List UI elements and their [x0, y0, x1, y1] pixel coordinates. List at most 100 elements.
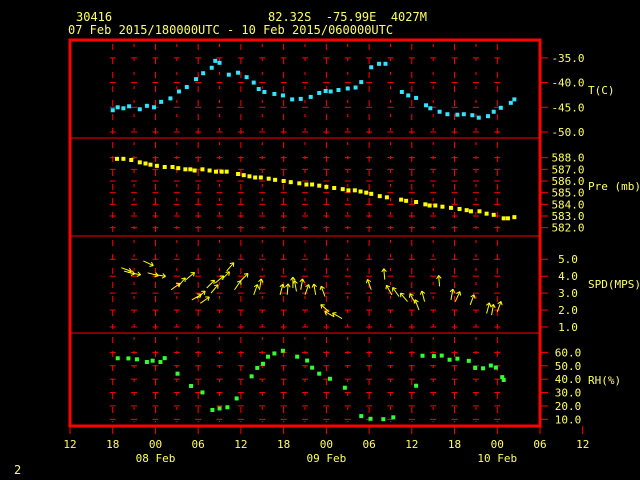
wind-arrow	[177, 277, 186, 287]
pressure-point	[115, 156, 119, 161]
temperature-point	[110, 108, 115, 113]
humidity-point	[420, 353, 425, 358]
humidity-point	[501, 377, 506, 382]
pressure-point	[297, 181, 302, 186]
pressure-point	[448, 205, 453, 210]
humidity-point	[493, 365, 498, 370]
temperature-point	[353, 85, 358, 90]
humidity-point	[359, 414, 364, 419]
pressure-point	[236, 172, 241, 176]
temperature-point	[336, 88, 341, 92]
pressure-point	[399, 197, 404, 202]
wind-arrow	[143, 260, 154, 267]
pressure-point	[176, 166, 181, 171]
wind-arrow	[490, 303, 496, 316]
temperature-point	[213, 58, 218, 63]
humidity-point	[447, 357, 452, 362]
humidity-point	[158, 360, 163, 365]
pressure-point	[501, 216, 506, 221]
panel-label-humidity: RH(%)	[588, 374, 621, 387]
temperature-point	[256, 87, 261, 92]
temperature-point	[217, 60, 222, 65]
pressure-point	[154, 163, 159, 168]
xtick-label: 18	[277, 438, 290, 451]
wind-arrow	[392, 287, 400, 297]
xtick-label: 00	[491, 438, 504, 451]
temperature-point	[323, 88, 328, 93]
grid-humidity	[109, 337, 501, 422]
ytick-label-humidity: 40.0	[555, 373, 582, 386]
humidity-point	[144, 360, 149, 365]
humidity-point	[255, 365, 260, 370]
wind-arrow	[496, 301, 503, 312]
ytick-label-wind: 3.0	[558, 287, 578, 300]
humidity-point	[368, 416, 373, 421]
station-location: 82.32S -75.99E 4027M	[268, 10, 427, 24]
wind-arrow	[185, 272, 195, 280]
xtick-label: 12	[576, 438, 589, 451]
pressure-point	[288, 180, 293, 185]
pressure-point	[137, 160, 142, 165]
humidity-point	[249, 374, 254, 379]
time-period: 07 Feb 2015/180000UTC - 10 Feb 2015/0600…	[68, 23, 394, 37]
xtick-label: 06	[192, 438, 205, 451]
temperature-point	[152, 105, 157, 110]
pressure-point	[340, 187, 345, 192]
humidity-point	[150, 358, 155, 363]
pressure-point	[213, 169, 218, 174]
humidity-point	[455, 356, 460, 361]
pressure-point	[258, 175, 263, 180]
pressure-point	[241, 173, 246, 178]
ytick-label-pressure: 585.0	[551, 187, 584, 200]
pressure-point	[332, 186, 337, 190]
humidity-point	[162, 356, 167, 361]
wind-arrow	[413, 299, 420, 311]
pressure-point	[121, 156, 126, 161]
temperature-point	[428, 106, 433, 111]
temperature-point	[486, 114, 491, 119]
xtick-label: 00	[320, 438, 333, 451]
temperature-point	[262, 89, 267, 94]
temperature-point	[194, 77, 199, 82]
page-number: 2	[14, 463, 22, 477]
xtick-label: 06	[533, 438, 546, 451]
ytick-label-pressure: 587.0	[551, 163, 584, 176]
ytick-label-wind: 5.0	[558, 253, 578, 266]
wind-arrow	[311, 283, 317, 295]
date-label: 10 Feb	[477, 452, 517, 465]
humidity-point	[342, 385, 347, 390]
xtick-label: 18	[448, 438, 461, 451]
humidity-point	[225, 405, 230, 410]
pressure-point	[266, 176, 271, 181]
pressure-point	[143, 161, 148, 166]
humidity-point	[488, 363, 493, 368]
temperature-point	[508, 100, 513, 105]
pressure-point	[310, 182, 315, 187]
temperature-point	[369, 65, 374, 70]
pressure-point	[188, 167, 193, 172]
pressure-point	[200, 167, 205, 172]
wind-arrow	[454, 291, 462, 302]
pressure-point	[224, 169, 229, 174]
wind-arrow	[385, 284, 393, 296]
pressure-point	[414, 200, 419, 204]
wind-arrow	[279, 283, 285, 295]
wind-arrow	[253, 284, 260, 295]
pressure-point	[404, 198, 409, 203]
pressure-point	[346, 188, 351, 193]
humidity-point	[414, 383, 419, 388]
pressure-point	[207, 168, 212, 173]
humidity-point	[280, 348, 285, 353]
temperature-point	[251, 80, 256, 85]
temperature-point	[272, 91, 277, 96]
temperature-point	[201, 71, 206, 76]
temperature-point	[406, 93, 411, 98]
pressure-point	[464, 208, 469, 213]
humidity-point	[466, 358, 471, 363]
pressure-point	[440, 204, 445, 209]
panel-label-temperature: T(C)	[588, 84, 615, 97]
temperature-point	[317, 90, 322, 95]
pressure-point	[369, 191, 374, 196]
temperature-point	[455, 112, 460, 117]
wind-arrow	[319, 285, 326, 297]
